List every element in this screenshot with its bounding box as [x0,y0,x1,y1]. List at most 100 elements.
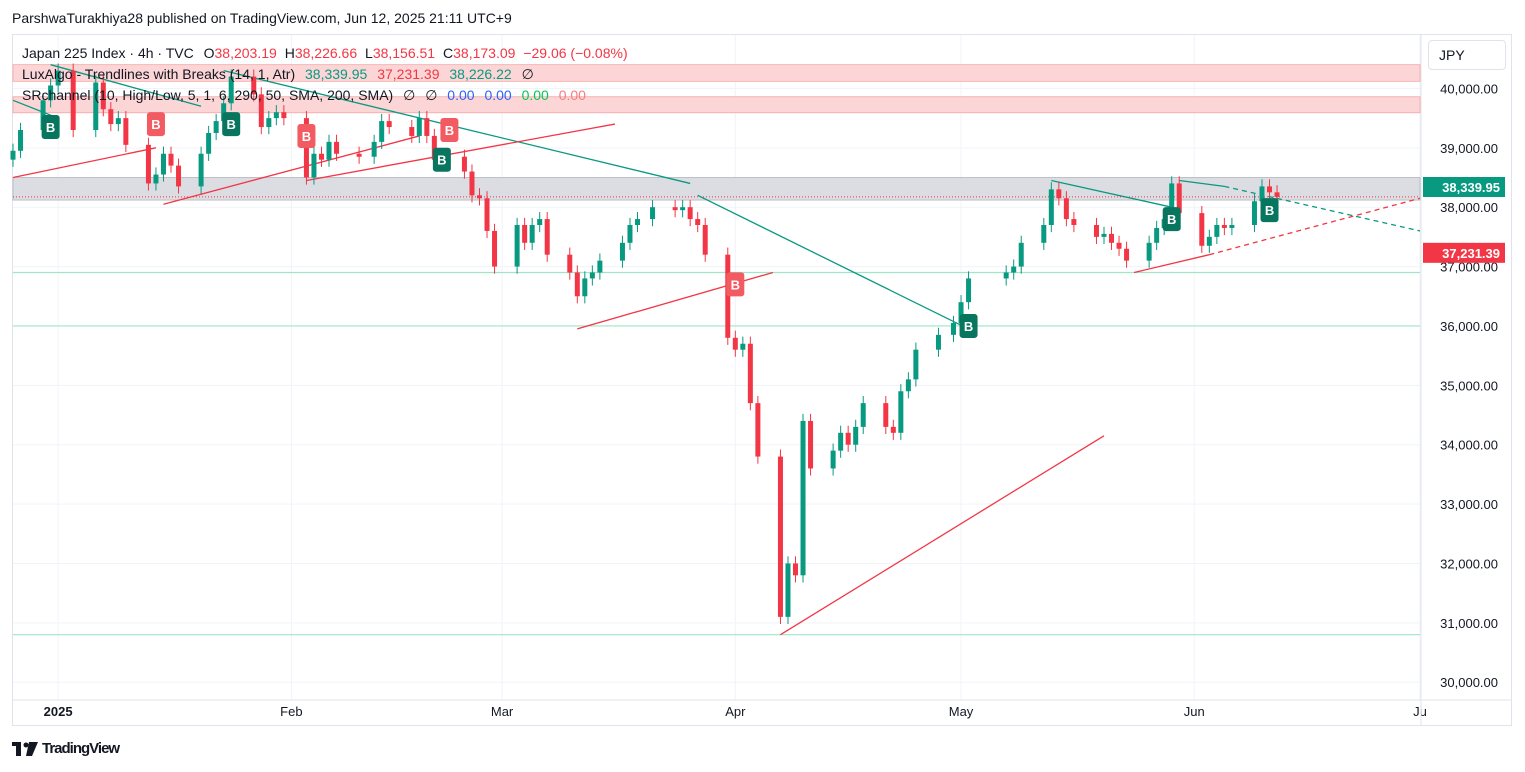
tradingview-footer: TradingView [12,740,120,757]
candle-body [55,70,61,86]
break-label-text: B [302,129,311,144]
symbol-label[interactable]: Japan 225 Index · 4h · TVC [22,45,194,61]
candle-body [808,420,814,469]
candle-body [1124,248,1130,261]
candle-body [213,121,219,133]
candle-body [883,403,889,427]
trendline-resistance [1179,179,1225,188]
candle-body [589,272,595,279]
break-label-box [432,147,451,172]
srchannel-value-3: 0.00 [447,87,475,103]
low-value: 38,156.51 [372,45,436,61]
open-value: 38,203.19 [214,45,277,61]
sr-zone [12,96,1421,114]
candle-body [10,150,16,160]
y-axis-tick-label: 37,000.00 [1440,260,1498,275]
trendline-support [780,435,1105,636]
candle-body [544,219,550,255]
candle-body [379,121,385,142]
candle-body [115,118,121,125]
srchannel-name[interactable]: SRchannel (10, High/Low, 5, 1, 6, 290, 5… [22,87,394,103]
candle-body [176,165,182,187]
y-axis-tick-label: 36,000.00 [1440,319,1498,334]
candle-body [1041,225,1047,243]
bullish-break-label: B [222,112,241,137]
trendline-resistance [1224,185,1421,232]
candle-body [1093,225,1099,237]
tradingview-logo-text: TradingView [42,740,120,757]
candle-body [461,156,467,172]
candle-body [1199,213,1205,246]
candle-body [650,207,656,220]
candle-body [634,219,640,225]
break-label-box [222,112,241,137]
srchannel-value-4: 0.00 [484,87,512,103]
candle-body [913,349,919,380]
break-label-text: B [227,117,236,132]
trendline-support [12,147,157,179]
price-label-text: 38,339.95 [1442,180,1500,195]
candle-body [966,278,972,303]
srchannel-value-1: ∅ [403,87,416,103]
trendline-resistance [50,64,202,107]
bullish-break-label: B [41,115,60,140]
close-label: C [443,45,454,61]
candle-body [281,112,287,119]
bullish-break-label: B [432,147,451,172]
candle-body [258,94,264,128]
candle-body [108,109,114,125]
break-label-text: B [151,117,160,132]
break-label-box [1162,207,1181,232]
legend-srchannel: SRchannel (10, High/Low, 5, 1, 6, 290, 5… [22,87,586,104]
candle-body [860,403,866,427]
y-axis-tick-label: 33,000.00 [1440,497,1498,512]
candle-body [311,153,317,178]
candle-body [740,343,746,350]
break-label-box [726,272,745,297]
candle-body [845,432,851,445]
candle-body [1048,189,1054,225]
x-axis-tick-label: Feb [280,704,302,719]
candle-body [853,426,859,445]
price-label-box [1423,242,1505,263]
candle-body [1116,242,1122,249]
luxalgo-name[interactable]: LuxAlgo - Trendlines with Breaks (14, 1,… [22,66,296,82]
candle-body [1071,219,1077,225]
candle-body [198,153,204,187]
candle-body [1251,201,1257,225]
candle-body [1206,236,1212,246]
currency-button[interactable]: JPY [1428,40,1506,70]
candle-body [1101,233,1107,237]
candle-body [484,198,490,231]
candle-body [1267,186,1273,193]
candle-body [567,254,573,273]
luxalgo-value-2: 37,231.39 [377,66,440,82]
candle-body [1259,186,1265,202]
published-line: ParshwaTurakhiya28 published on TradingV… [12,10,512,26]
trendline-support [1209,197,1421,256]
candle-body [206,132,212,154]
candle-body [597,260,603,273]
high-value: 38,226.66 [294,45,358,61]
candle-body [476,195,482,199]
candle-body [18,130,24,151]
srchannel-value-6: 0.00 [558,87,586,103]
candle-body [785,563,791,617]
candle-body [40,100,46,130]
y-axis-tick-label: 39,000.00 [1440,141,1498,156]
tradingview-logo-icon [12,741,38,756]
candle-body [1229,225,1235,228]
candle-body [409,127,415,136]
bearish-break-label: B [297,123,316,148]
x-axis-tick-label: Jun [1184,704,1205,719]
candle-body [1063,198,1069,220]
break-label-text: B [46,120,55,135]
candle-body [356,153,362,157]
x-axis-tick-label: Mar [491,704,514,719]
candle-body [334,141,340,154]
candle-body [619,242,625,261]
candle-body [702,225,708,255]
trendline-support [1133,254,1210,274]
luxalgo-value-3: 38,226.22 [449,66,512,82]
